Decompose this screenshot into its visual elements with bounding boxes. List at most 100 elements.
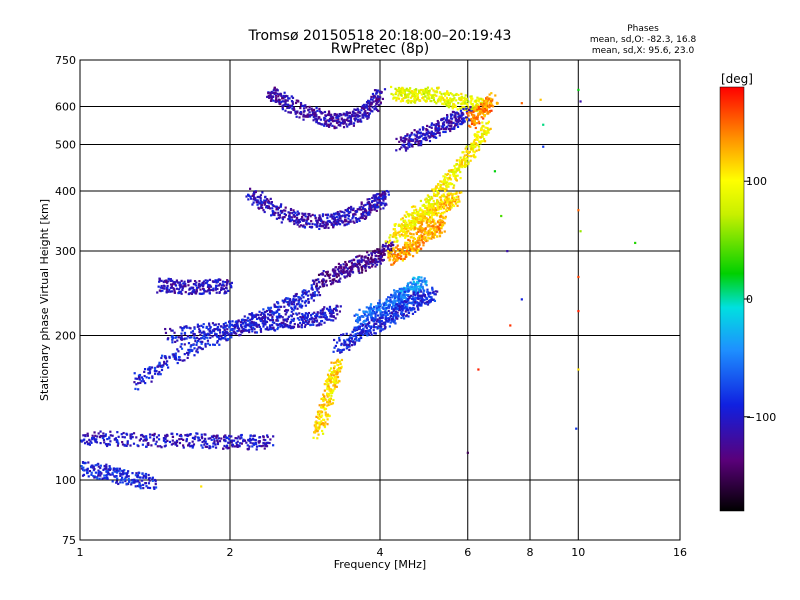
echo-point [429,295,432,299]
echo-point [161,286,164,290]
echo-point [416,296,419,299]
echo-point [117,442,120,445]
echo-point [96,435,99,438]
echo-point [159,445,162,448]
echo-point [220,288,223,291]
echo-point [338,360,342,363]
echo-point [290,99,294,103]
echo-point [323,425,327,429]
echo-point [404,235,408,238]
echo-point [422,244,425,247]
echo-point [201,440,204,444]
echo-point [332,315,335,318]
echo-point [370,205,373,209]
echo-point [427,210,430,213]
echo-point [348,345,351,348]
echo-point [274,91,277,94]
echo-point [363,208,367,211]
echo-point [190,287,194,290]
echo-point [387,193,390,196]
echo-point [354,216,357,220]
echo-point [372,329,375,332]
echo-point [215,434,219,437]
echo-point [241,318,244,321]
echo-point [299,321,302,325]
echo-point [151,375,154,378]
echo-point [487,131,490,134]
echo-point [391,243,394,247]
echo-point [105,470,108,473]
echo-point [264,444,267,447]
echo-point [360,215,364,218]
echo-point [428,206,431,209]
echo-point [334,222,337,226]
echo-point [119,472,122,475]
echo-point [222,323,225,326]
echo-point [236,329,239,333]
echo-point [362,264,366,268]
echo-point [202,280,206,283]
echo-point [387,253,390,256]
echo-point [215,281,218,284]
echo-point [447,170,451,173]
echo-point [204,333,208,336]
echo-point [346,214,349,217]
echo-point [405,230,408,233]
echo-point [414,284,418,287]
echo-point [423,233,426,236]
echo-point [193,326,196,329]
echo-point [358,219,361,222]
echo-point [163,360,166,364]
echo-point [415,227,418,230]
echo-point [288,304,291,307]
echo-point [355,219,358,222]
echo-point [413,242,416,245]
echo-point [296,220,300,224]
echo-point [198,292,201,295]
echo-point [201,281,205,284]
echo-point [452,186,455,189]
echo-point [321,282,324,285]
echo-point [364,269,367,272]
echo-point [93,476,96,479]
echo-point [101,477,104,480]
echo-point [400,307,403,310]
echo-point [200,337,203,340]
echo-point [314,217,317,220]
echo-point [299,104,303,107]
echo-point [449,204,452,207]
echo-point [195,336,199,339]
echo-point [111,480,114,483]
echo-point [320,272,323,276]
echo-point [411,214,415,217]
echo-point [384,245,387,248]
echo-point [191,330,195,333]
echo-point [262,438,265,441]
echo-point [324,407,328,411]
echo-point [321,280,325,283]
echo-point [432,223,435,227]
echo-point [99,464,102,467]
echo-point [327,382,330,385]
echo-point [228,438,231,441]
echo-point [288,301,291,304]
echo-point [98,470,101,473]
echo-point [347,211,351,214]
echo-point [230,333,233,336]
echo-point [191,444,195,448]
echo-point [195,281,198,284]
echo-point [99,441,102,445]
echo-point [223,435,226,438]
echo-point [380,315,383,318]
echo-point [413,249,416,252]
echo-point [295,111,298,114]
echo-point [315,120,319,123]
echo-point [386,317,390,320]
echo-point [389,315,393,318]
echo-point [369,305,372,308]
echo-point [457,195,460,198]
echo-point [370,95,373,99]
echo-point [336,220,340,224]
echo-point [361,269,364,272]
echo-point [222,333,225,336]
